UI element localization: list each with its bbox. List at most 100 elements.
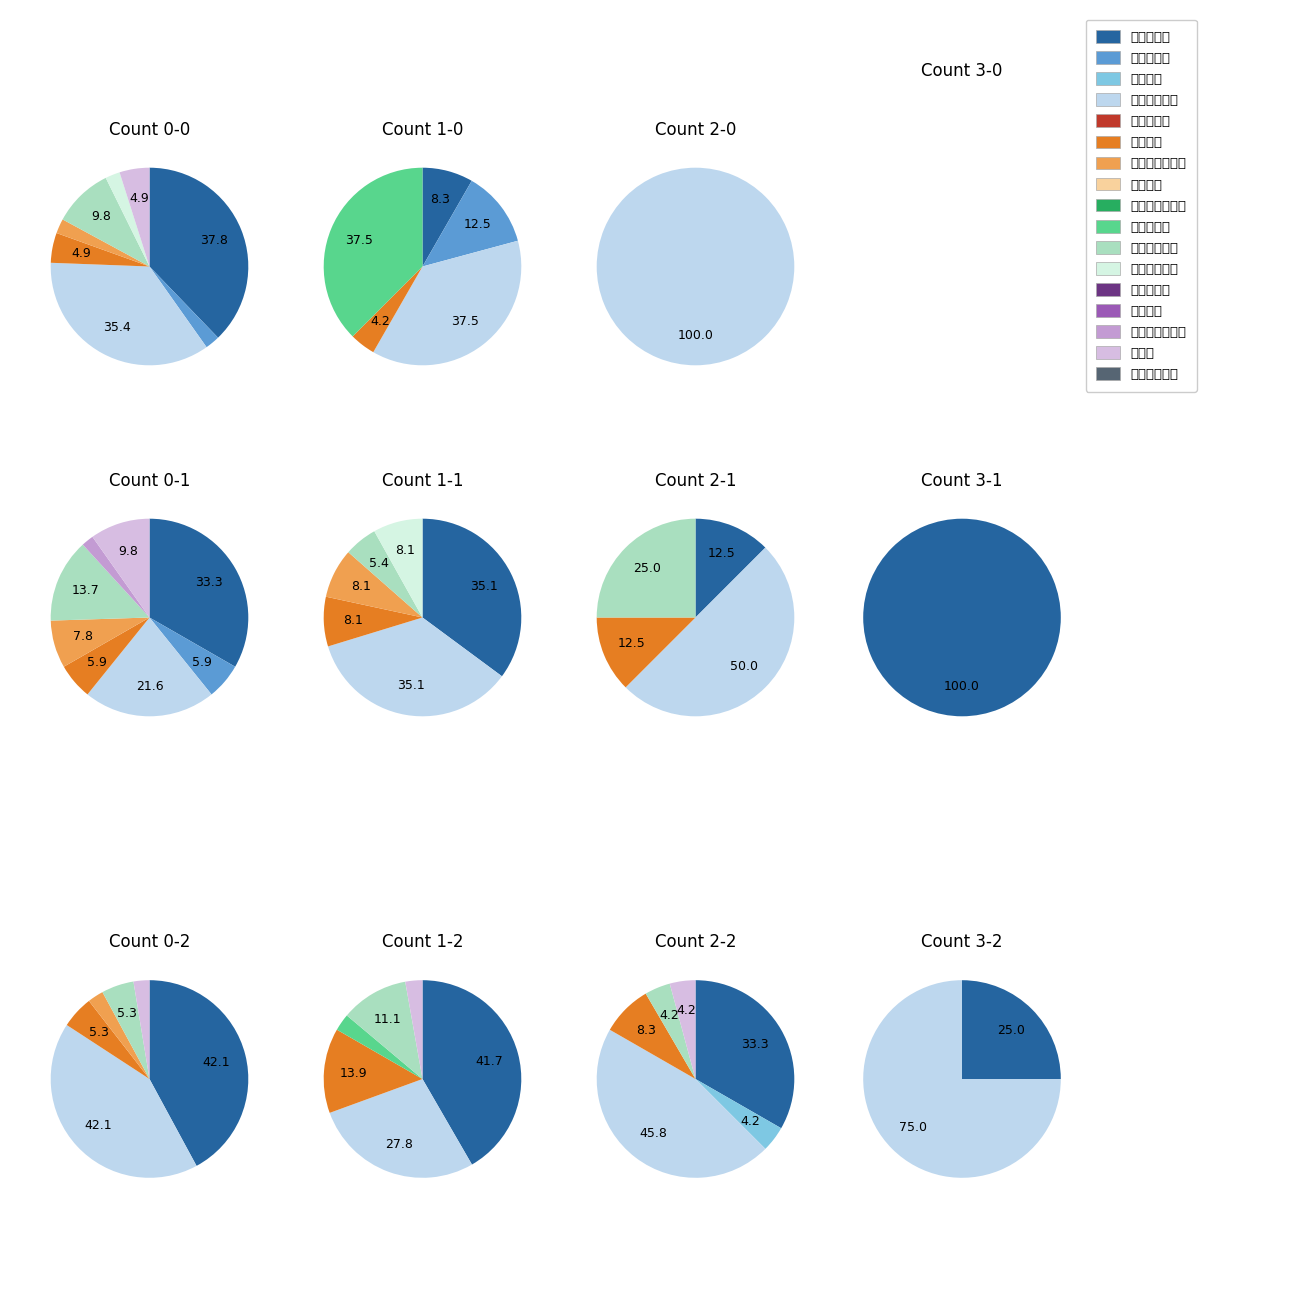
Text: 100.0: 100.0: [677, 329, 714, 342]
Wedge shape: [330, 1079, 472, 1178]
Text: 50.0: 50.0: [731, 660, 758, 673]
Wedge shape: [51, 618, 150, 667]
Wedge shape: [51, 1024, 196, 1178]
Wedge shape: [105, 173, 150, 266]
Wedge shape: [597, 618, 696, 688]
Wedge shape: [92, 519, 150, 618]
Title: Count 3-2: Count 3-2: [922, 933, 1002, 952]
Wedge shape: [337, 1015, 422, 1079]
Wedge shape: [646, 984, 696, 1079]
Text: 35.1: 35.1: [396, 679, 425, 692]
Text: 42.1: 42.1: [84, 1119, 113, 1132]
Text: 27.8: 27.8: [385, 1138, 413, 1150]
Wedge shape: [83, 537, 150, 618]
Text: 41.7: 41.7: [476, 1054, 503, 1067]
Title: Count 3-0: Count 3-0: [922, 62, 1002, 81]
Wedge shape: [51, 233, 150, 266]
Text: 12.5: 12.5: [618, 637, 646, 650]
Wedge shape: [56, 220, 150, 266]
Title: Count 3-1: Count 3-1: [922, 472, 1002, 490]
Wedge shape: [670, 980, 696, 1079]
Legend: ストレート, ツーシーム, シュート, カットボール, スプリット, フォーク, チェンジアップ, シンカー, 高速スライダー, スライダー, 縦スライダー, : ストレート, ツーシーム, シュート, カットボール, スプリット, フォーク,…: [1086, 20, 1197, 391]
Wedge shape: [352, 266, 422, 352]
Text: 25.0: 25.0: [633, 562, 660, 575]
Text: 9.8: 9.8: [118, 545, 139, 558]
Title: Count 1-2: Count 1-2: [382, 933, 463, 952]
Text: 7.8: 7.8: [73, 630, 94, 644]
Wedge shape: [62, 178, 150, 266]
Title: Count 0-2: Count 0-2: [109, 933, 190, 952]
Title: Count 0-1: Count 0-1: [109, 472, 190, 490]
Text: 35.4: 35.4: [103, 321, 130, 334]
Wedge shape: [66, 1001, 150, 1079]
Text: 13.7: 13.7: [72, 584, 100, 597]
Title: Count 0-0: Count 0-0: [109, 121, 190, 139]
Wedge shape: [324, 168, 422, 337]
Text: 8.1: 8.1: [351, 580, 370, 593]
Title: Count 1-1: Count 1-1: [382, 472, 463, 490]
Text: 4.2: 4.2: [659, 1009, 679, 1022]
Text: 21.6: 21.6: [135, 680, 164, 693]
Wedge shape: [696, 1079, 781, 1149]
Wedge shape: [422, 181, 517, 266]
Wedge shape: [348, 532, 422, 617]
Wedge shape: [863, 980, 1061, 1178]
Text: 4.9: 4.9: [72, 247, 91, 260]
Wedge shape: [120, 168, 150, 266]
Text: 8.1: 8.1: [343, 614, 363, 627]
Text: 33.3: 33.3: [741, 1037, 770, 1050]
Text: 12.5: 12.5: [708, 547, 736, 560]
Wedge shape: [150, 519, 248, 667]
Text: 33.3: 33.3: [195, 576, 224, 589]
Wedge shape: [597, 1030, 766, 1178]
Wedge shape: [324, 597, 422, 646]
Text: 4.2: 4.2: [370, 315, 390, 328]
Wedge shape: [324, 1030, 422, 1113]
Text: 12.5: 12.5: [463, 218, 491, 231]
Wedge shape: [696, 519, 766, 618]
Wedge shape: [88, 992, 150, 1079]
Title: Count 1-0: Count 1-0: [382, 121, 463, 139]
Text: 8.1: 8.1: [395, 545, 415, 558]
Wedge shape: [625, 547, 794, 716]
Text: 75.0: 75.0: [900, 1122, 927, 1135]
Wedge shape: [150, 980, 248, 1166]
Text: 5.9: 5.9: [87, 656, 107, 670]
Wedge shape: [103, 982, 150, 1079]
Wedge shape: [597, 168, 794, 365]
Wedge shape: [406, 980, 423, 1079]
Wedge shape: [150, 168, 248, 338]
Title: Count 2-2: Count 2-2: [655, 933, 736, 952]
Wedge shape: [51, 545, 150, 620]
Text: 8.3: 8.3: [637, 1024, 656, 1037]
Wedge shape: [422, 519, 521, 676]
Text: 4.2: 4.2: [676, 1004, 697, 1017]
Text: 4.9: 4.9: [129, 191, 148, 204]
Text: 35.1: 35.1: [471, 580, 498, 593]
Title: Count 2-1: Count 2-1: [655, 472, 736, 490]
Wedge shape: [134, 980, 150, 1079]
Text: 5.9: 5.9: [192, 656, 212, 670]
Text: 5.3: 5.3: [88, 1026, 109, 1039]
Wedge shape: [64, 618, 150, 694]
Text: 45.8: 45.8: [640, 1127, 667, 1140]
Wedge shape: [374, 519, 422, 618]
Wedge shape: [597, 519, 696, 618]
Wedge shape: [150, 266, 218, 347]
Text: 37.5: 37.5: [451, 315, 478, 328]
Wedge shape: [87, 618, 212, 716]
Wedge shape: [347, 982, 422, 1079]
Wedge shape: [863, 519, 1061, 716]
Wedge shape: [326, 552, 422, 618]
Wedge shape: [422, 168, 472, 266]
Text: 11.1: 11.1: [374, 1013, 402, 1026]
Text: 4.2: 4.2: [741, 1114, 760, 1127]
Text: 37.8: 37.8: [200, 234, 227, 247]
Wedge shape: [150, 618, 235, 694]
Wedge shape: [328, 618, 502, 716]
Text: 5.3: 5.3: [117, 1008, 136, 1020]
Text: 8.3: 8.3: [430, 194, 450, 207]
Wedge shape: [373, 240, 521, 365]
Wedge shape: [610, 993, 696, 1079]
Title: Count 2-0: Count 2-0: [655, 121, 736, 139]
